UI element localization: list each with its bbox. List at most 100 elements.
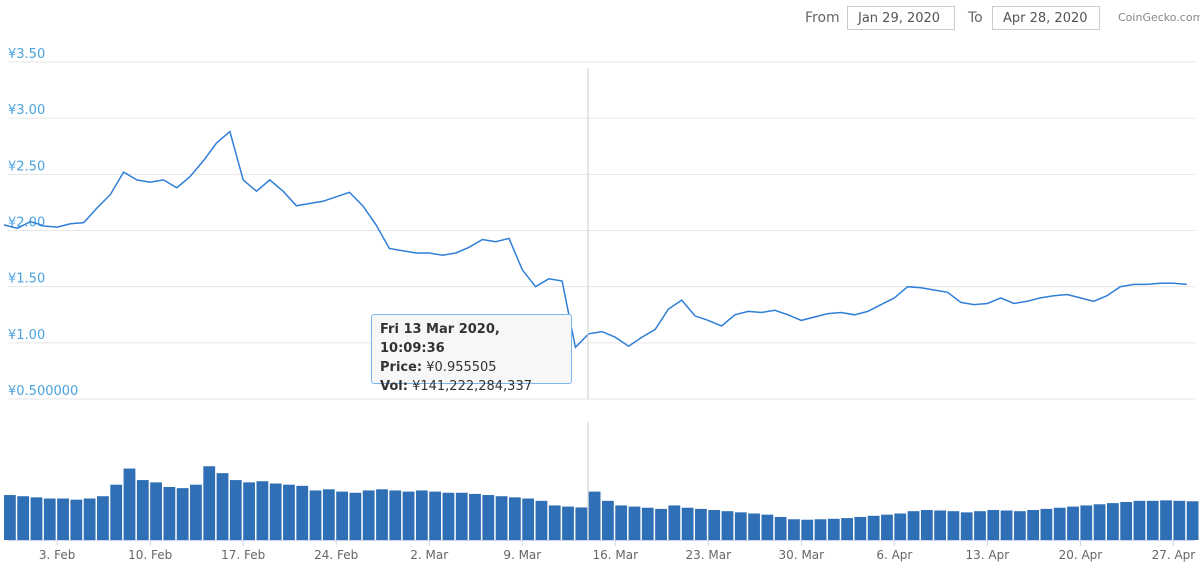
volume-bar <box>43 498 56 540</box>
volume-bar <box>176 488 189 540</box>
volume-bar <box>1000 510 1013 540</box>
volume-bar <box>788 519 800 540</box>
volume-bar <box>309 490 322 540</box>
volume-bar <box>748 513 760 540</box>
volume-bar <box>602 500 614 540</box>
volume-bar <box>761 514 774 540</box>
volume-bar <box>1160 500 1172 540</box>
volume-bar <box>668 505 681 540</box>
x-tick-label: 23. Mar <box>686 548 732 562</box>
volume-bar <box>70 499 83 540</box>
volume-bar <box>1013 511 1026 540</box>
x-tick-label: 3. Feb <box>39 548 76 562</box>
x-tick-label: 16. Mar <box>593 548 639 562</box>
volume-bar <box>376 489 388 540</box>
volume-bar <box>429 491 442 540</box>
price-line <box>3 130 1187 349</box>
volume-bar <box>362 490 375 540</box>
volume-bar <box>854 516 867 540</box>
volume-bar <box>1186 501 1199 540</box>
volume-bar <box>974 511 986 540</box>
volume-bar <box>216 473 229 540</box>
volume-bar <box>1067 506 1079 540</box>
y-tick-label: ¥3.50 <box>8 47 45 62</box>
volume-bar <box>827 518 840 540</box>
x-tick-label: 17. Feb <box>221 548 265 562</box>
volume-bar <box>30 497 43 540</box>
volume-bar <box>920 510 933 540</box>
volume-bar <box>455 492 468 540</box>
volume-bar <box>482 495 495 540</box>
volume-bar <box>415 490 428 540</box>
y-tick-label: ¥3.00 <box>8 103 45 118</box>
volume-bar <box>548 505 561 540</box>
x-tick-label: 24. Feb <box>314 548 358 562</box>
x-tick-label: 13. Apr <box>966 548 1010 562</box>
volume-bar <box>774 516 787 540</box>
volume-bar <box>535 500 548 540</box>
volume-bar <box>389 490 402 540</box>
volume-bar <box>1106 503 1119 540</box>
volume-bar <box>163 486 176 540</box>
volume-bar <box>442 492 455 540</box>
x-tick-label: 30. Mar <box>779 548 825 562</box>
volume-bar <box>1053 507 1066 540</box>
volume-bar <box>801 519 814 540</box>
x-tick-label: 20. Apr <box>1059 548 1103 562</box>
volume-bar <box>1120 501 1133 540</box>
from-date-input[interactable]: Jan 29, 2020 <box>847 6 955 30</box>
volume-bar <box>229 480 242 540</box>
volume-bar <box>136 480 149 540</box>
volume-bar <box>907 511 920 540</box>
volume-bar <box>190 484 202 540</box>
volume-bar <box>110 484 123 540</box>
volume-bar <box>97 496 109 540</box>
tooltip-vol: ¥141,222,284,337 <box>412 379 532 394</box>
volume-bar <box>495 496 508 540</box>
volume-bar <box>243 482 255 540</box>
volume-bar <box>1146 500 1159 540</box>
volume-bar <box>123 468 136 540</box>
volume-bar <box>522 498 535 540</box>
tooltip-price: ¥0.955505 <box>426 360 497 375</box>
x-tick-label: 2. Mar <box>410 548 448 562</box>
volume-bar <box>615 505 628 540</box>
volume-bar <box>947 511 960 540</box>
x-tick-label: 6. Apr <box>876 548 912 562</box>
volume-bar <box>83 498 96 540</box>
volume-bar <box>1173 500 1186 540</box>
x-tick-label: 9. Mar <box>503 548 541 562</box>
volume-bar <box>269 483 282 540</box>
volume-bar <box>695 508 707 540</box>
to-date-input[interactable]: Apr 28, 2020 <box>992 6 1100 30</box>
volume-bar <box>628 506 641 540</box>
volume-bar <box>57 498 69 540</box>
y-tick-label: ¥1.00 <box>8 328 45 343</box>
tooltip-price-row: Price: ¥0.955505 <box>380 358 563 377</box>
volume-bar <box>1040 508 1053 540</box>
tooltip-price-label: Price: <box>380 360 423 375</box>
credit[interactable]: CoinGecko.com <box>1118 11 1200 24</box>
tooltip-date: Fri 13 Mar 2020, 10:09:36 <box>380 322 500 356</box>
volume-bar <box>867 515 880 540</box>
volume-bar <box>349 492 362 540</box>
volume-bar <box>562 506 574 540</box>
y-tick-label: ¥1.50 <box>8 272 45 287</box>
volume-bar <box>150 482 162 540</box>
tooltip-vol-row: Vol: ¥141,222,284,337 <box>380 377 563 396</box>
volume-bar <box>681 507 694 540</box>
volume-bar <box>721 511 734 540</box>
volume-bar <box>1027 510 1040 540</box>
to-label: To <box>968 10 983 26</box>
volume-bar <box>934 510 947 540</box>
volume-bar <box>655 508 667 540</box>
volume-bar <box>987 510 1000 540</box>
volume-bar <box>17 496 30 540</box>
volume-bar <box>283 484 295 540</box>
x-tick-label: 10. Feb <box>128 548 172 562</box>
volume-bar <box>322 489 335 540</box>
volume-bar <box>641 507 654 540</box>
volume-bar <box>734 512 747 540</box>
